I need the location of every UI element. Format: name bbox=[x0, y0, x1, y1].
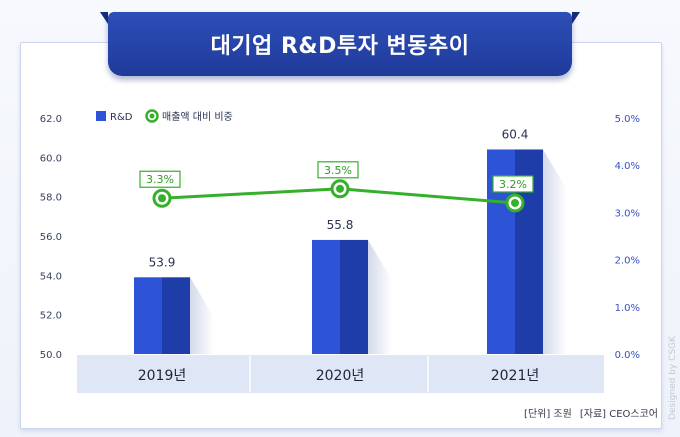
bar-rnd-side bbox=[162, 277, 190, 354]
x-category-label: 2021년 bbox=[491, 368, 540, 384]
y-right-tick-label: 1.0% bbox=[615, 303, 640, 314]
data-source-note: [자료] CEO스코어 bbox=[579, 409, 658, 420]
ratio-label-box bbox=[492, 175, 534, 193]
bar-value-label: 53.9 bbox=[149, 255, 176, 269]
y-left-tick-label: 50.0 bbox=[40, 350, 62, 361]
y-right-tick-label: 3.0% bbox=[615, 208, 640, 219]
y-left-tick-label: 54.0 bbox=[40, 271, 62, 282]
legend-bar-swatch bbox=[96, 111, 106, 121]
ratio-value-label: 3.5% bbox=[324, 164, 352, 177]
legend-line-label: 매출액 대비 비중 bbox=[162, 111, 233, 123]
y-right-tick-label: 4.0% bbox=[615, 161, 640, 172]
x-category-label: 2019년 bbox=[138, 368, 187, 384]
ratio-point-core bbox=[336, 184, 344, 193]
ratio-value-label: 3.2% bbox=[499, 178, 527, 191]
y-left-tick-label: 52.0 bbox=[40, 311, 62, 322]
bar-rnd-side bbox=[340, 239, 368, 354]
y-right-tick-label: 5.0% bbox=[615, 114, 640, 125]
ratio-point-core bbox=[158, 194, 166, 203]
x-axis-band bbox=[77, 355, 604, 393]
title-ribbon: 대기업 R&D투자 변동추이 bbox=[100, 12, 580, 76]
bar-shadow bbox=[368, 239, 392, 354]
y-left-tick-label: 62.0 bbox=[40, 114, 62, 125]
ratio-label-box bbox=[317, 161, 359, 179]
y-left-tick-label: 60.0 bbox=[40, 153, 62, 164]
bar-shadow bbox=[190, 277, 214, 354]
bar-value-label: 60.4 bbox=[502, 127, 529, 141]
bar-value-label: 55.8 bbox=[327, 218, 354, 232]
legend-line-swatch-core bbox=[149, 113, 155, 119]
y-right-tick-label: 2.0% bbox=[615, 256, 640, 267]
source-note: [단위] 조원 [자료] CEO스코어 bbox=[516, 405, 658, 420]
chart-title: 대기업 R&D투자 변동추이 bbox=[210, 34, 470, 59]
ratio-value-label: 3.3% bbox=[146, 173, 174, 186]
bar-rnd bbox=[312, 239, 340, 354]
bar-shadow bbox=[543, 149, 567, 354]
designer-credit: Designed by CSGK bbox=[668, 336, 678, 420]
ratio-point-core bbox=[511, 198, 519, 207]
y-left-tick-label: 58.0 bbox=[40, 193, 62, 204]
legend-bar-label: R&D bbox=[110, 112, 133, 123]
x-category-label: 2020년 bbox=[316, 368, 365, 384]
y-left-tick-label: 56.0 bbox=[40, 232, 62, 243]
bar-rnd bbox=[134, 277, 162, 354]
unit-note: [단위] 조원 bbox=[524, 409, 572, 420]
y-right-tick-label: 0.0% bbox=[615, 350, 640, 361]
ratio-label-box bbox=[139, 170, 181, 188]
